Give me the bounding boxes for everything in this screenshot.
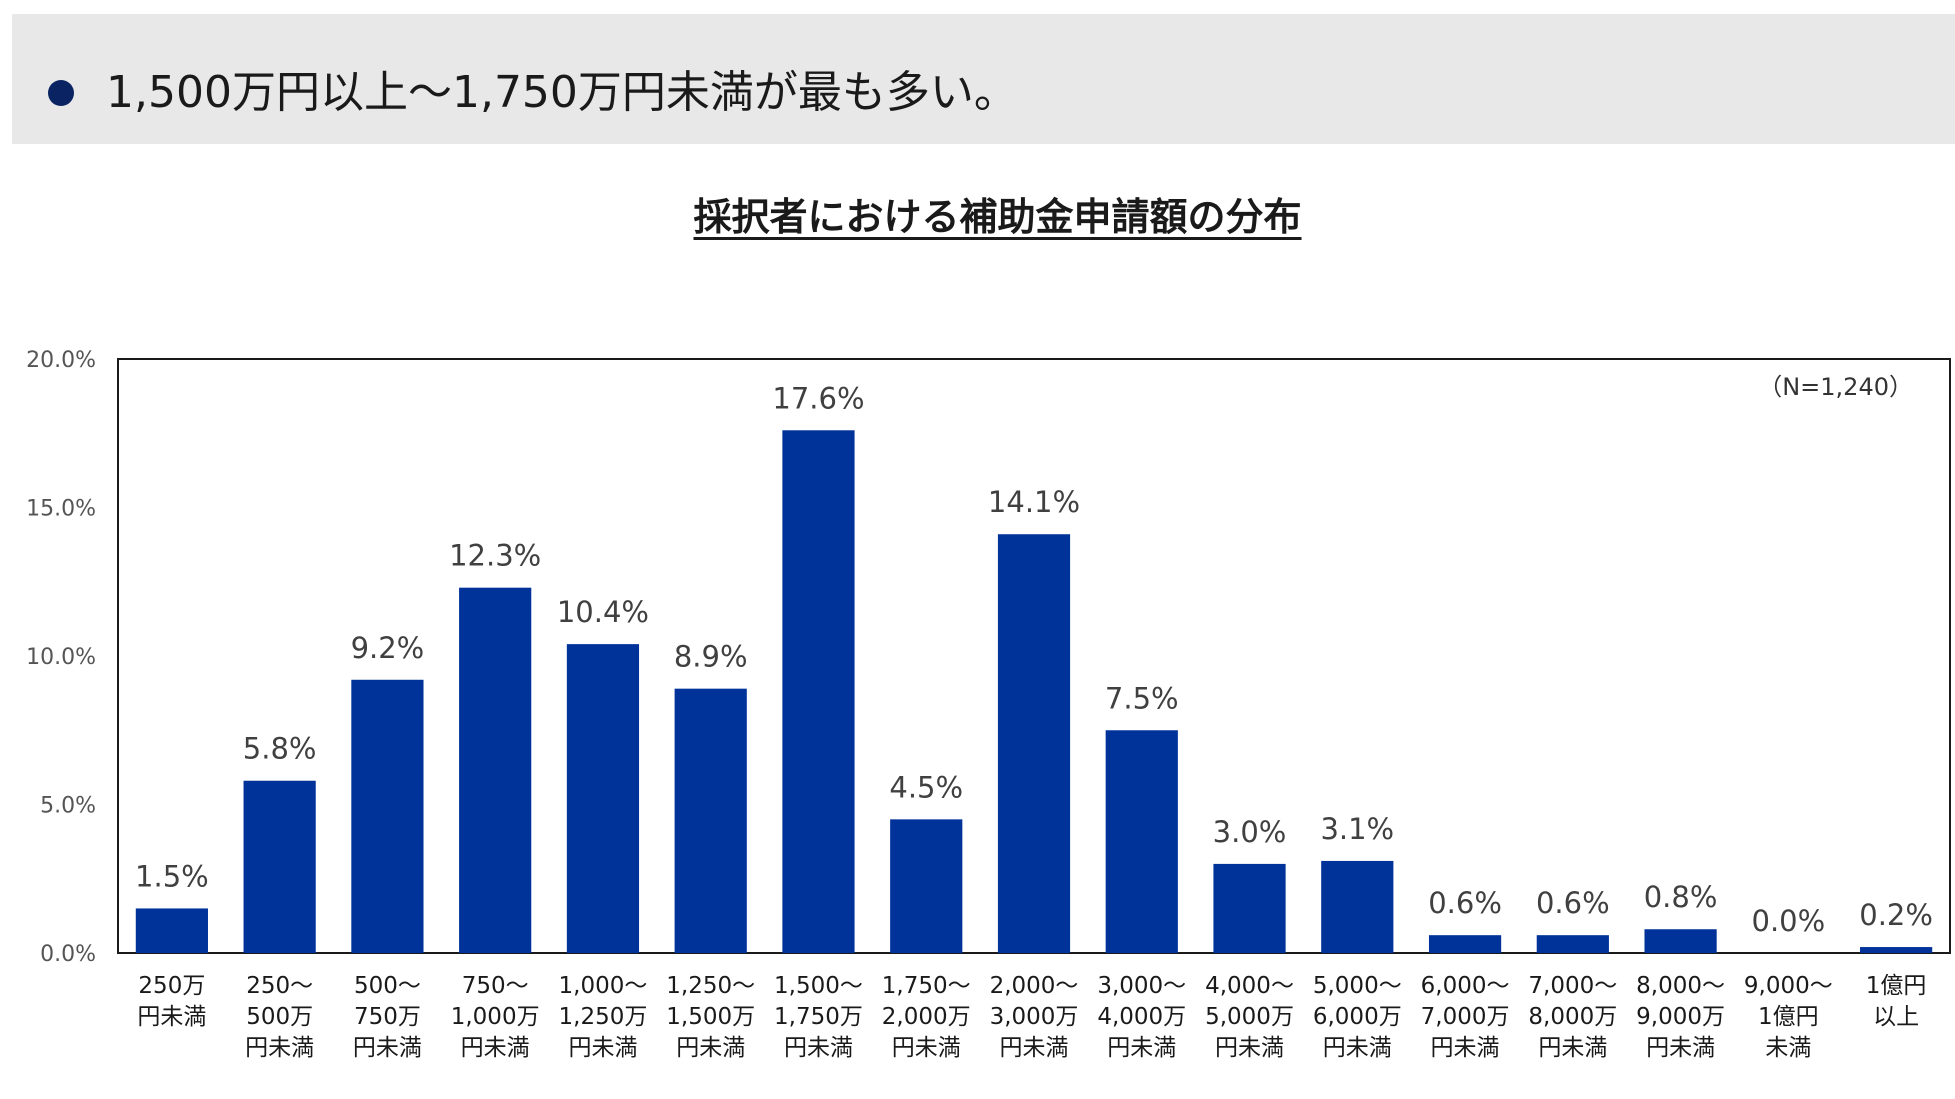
bar bbox=[243, 780, 316, 953]
x-tick-label: 未満 bbox=[1765, 1035, 1811, 1061]
x-tick-label: 7,000〜 bbox=[1528, 973, 1617, 999]
x-tick-label: 1,250万 bbox=[559, 1004, 648, 1030]
x-tick-label: 円未満 bbox=[137, 1004, 206, 1030]
x-tick-label: 5,000万 bbox=[1205, 1004, 1294, 1030]
x-tick-label: 1,750万 bbox=[774, 1004, 863, 1030]
bar bbox=[997, 534, 1071, 953]
x-tick-label: 7,000万 bbox=[1421, 1004, 1510, 1030]
y-tick-label: 0.0% bbox=[40, 942, 96, 967]
summary-text: 1,500万円以上〜1,750万円未満が最も多い。 bbox=[106, 67, 1018, 118]
bar bbox=[890, 819, 963, 953]
x-tick-label: 1,250〜 bbox=[666, 973, 755, 999]
data-label: 0.0% bbox=[1752, 904, 1826, 938]
x-tick-label: 1,000万 bbox=[451, 1004, 540, 1030]
x-tick-label: 9,000万 bbox=[1636, 1004, 1725, 1030]
x-tick-label: 円未満 bbox=[568, 1035, 637, 1061]
x-tick-label: 5,000〜 bbox=[1313, 973, 1402, 999]
bar bbox=[1860, 947, 1933, 953]
x-tick-label: 9,000〜 bbox=[1744, 973, 1833, 999]
bar bbox=[1428, 935, 1502, 953]
x-tick-label: 8,000〜 bbox=[1636, 973, 1725, 999]
x-tick-label: 750〜 bbox=[462, 973, 529, 999]
x-tick-label: 500〜 bbox=[354, 973, 421, 999]
summary-banner: 1,500万円以上〜1,750万円未満が最も多い。 bbox=[12, 14, 1955, 144]
bar bbox=[459, 587, 532, 953]
x-tick-label: 3,000〜 bbox=[1097, 973, 1186, 999]
x-tick-label: 3,000万 bbox=[990, 1004, 1079, 1030]
x-tick-label: 250万 bbox=[138, 973, 205, 999]
x-tick-label: 円未満 bbox=[1000, 1035, 1069, 1061]
x-tick-label: 750万 bbox=[354, 1004, 421, 1030]
x-tick-label: 円未満 bbox=[1538, 1035, 1607, 1061]
data-label: 10.4% bbox=[557, 595, 649, 629]
x-tick-label: 以上 bbox=[1873, 1004, 1919, 1030]
data-label: 0.8% bbox=[1644, 880, 1718, 914]
y-tick-label: 15.0% bbox=[26, 497, 96, 522]
y-tick-label: 20.0% bbox=[26, 348, 96, 373]
x-tick-label: 円未満 bbox=[353, 1035, 422, 1061]
x-tick-label: 8,000万 bbox=[1528, 1004, 1617, 1030]
x-tick-label: 500万 bbox=[246, 1004, 313, 1030]
bar bbox=[1536, 935, 1609, 953]
x-tick-label: 円未満 bbox=[1646, 1035, 1715, 1061]
x-tick-label: 250〜 bbox=[246, 973, 313, 999]
data-label: 14.1% bbox=[988, 485, 1080, 519]
bullet-dot-icon bbox=[48, 80, 74, 106]
x-tick-label: 6,000万 bbox=[1313, 1004, 1402, 1030]
data-label: 0.2% bbox=[1859, 898, 1933, 932]
x-tick-label: 4,000〜 bbox=[1205, 973, 1294, 999]
data-label: 9.2% bbox=[351, 631, 425, 665]
data-label: 3.1% bbox=[1320, 812, 1394, 846]
sample-size-annotation: （N=1,240） bbox=[1758, 373, 1913, 401]
x-tick-label: 円未満 bbox=[461, 1035, 530, 1061]
data-label: 5.8% bbox=[243, 732, 317, 766]
x-tick-label: 円未満 bbox=[784, 1035, 853, 1061]
x-tick-label: 円未満 bbox=[892, 1035, 961, 1061]
data-label: 0.6% bbox=[1536, 886, 1610, 920]
data-label: 17.6% bbox=[772, 381, 864, 415]
bar bbox=[1213, 863, 1286, 953]
x-tick-label: 1,500万 bbox=[666, 1004, 755, 1030]
data-label: 8.9% bbox=[674, 640, 748, 674]
bar bbox=[1105, 730, 1178, 953]
x-tick-label: 4,000万 bbox=[1097, 1004, 1186, 1030]
bar bbox=[351, 679, 424, 953]
bar bbox=[1644, 929, 1717, 953]
x-tick-label: 1億円 bbox=[1758, 1004, 1819, 1030]
x-tick-label: 2,000万 bbox=[882, 1004, 971, 1030]
y-tick-label: 10.0% bbox=[26, 645, 96, 670]
x-tick-label: 1億円 bbox=[1866, 973, 1927, 999]
data-label: 4.5% bbox=[889, 770, 963, 804]
data-label: 7.5% bbox=[1105, 681, 1179, 715]
data-label: 12.3% bbox=[449, 539, 541, 573]
x-tick-label: 円未満 bbox=[1215, 1035, 1284, 1061]
x-tick-label: 1,500〜 bbox=[774, 973, 863, 999]
x-tick-label: 円未満 bbox=[1107, 1035, 1176, 1061]
bar bbox=[135, 908, 208, 953]
x-tick-label: 6,000〜 bbox=[1421, 973, 1510, 999]
x-tick-label: 円未満 bbox=[1323, 1035, 1392, 1061]
bar bbox=[782, 430, 855, 953]
x-tick-label: 円未満 bbox=[1431, 1035, 1500, 1061]
x-tick-label: 円未満 bbox=[676, 1035, 745, 1061]
data-label: 0.6% bbox=[1428, 886, 1502, 920]
data-label: 3.0% bbox=[1213, 815, 1287, 849]
chart-title: 採択者における補助金申請額の分布 bbox=[693, 195, 1302, 239]
bar bbox=[566, 644, 640, 953]
x-tick-label: 1,000〜 bbox=[559, 973, 648, 999]
bar bbox=[674, 688, 747, 953]
bar bbox=[1321, 860, 1394, 953]
x-tick-label: 円未満 bbox=[245, 1035, 314, 1061]
x-tick-label: 2,000〜 bbox=[990, 973, 1079, 999]
data-label: 1.5% bbox=[135, 859, 209, 893]
y-tick-label: 5.0% bbox=[40, 794, 96, 819]
x-tick-label: 1,750〜 bbox=[882, 973, 971, 999]
